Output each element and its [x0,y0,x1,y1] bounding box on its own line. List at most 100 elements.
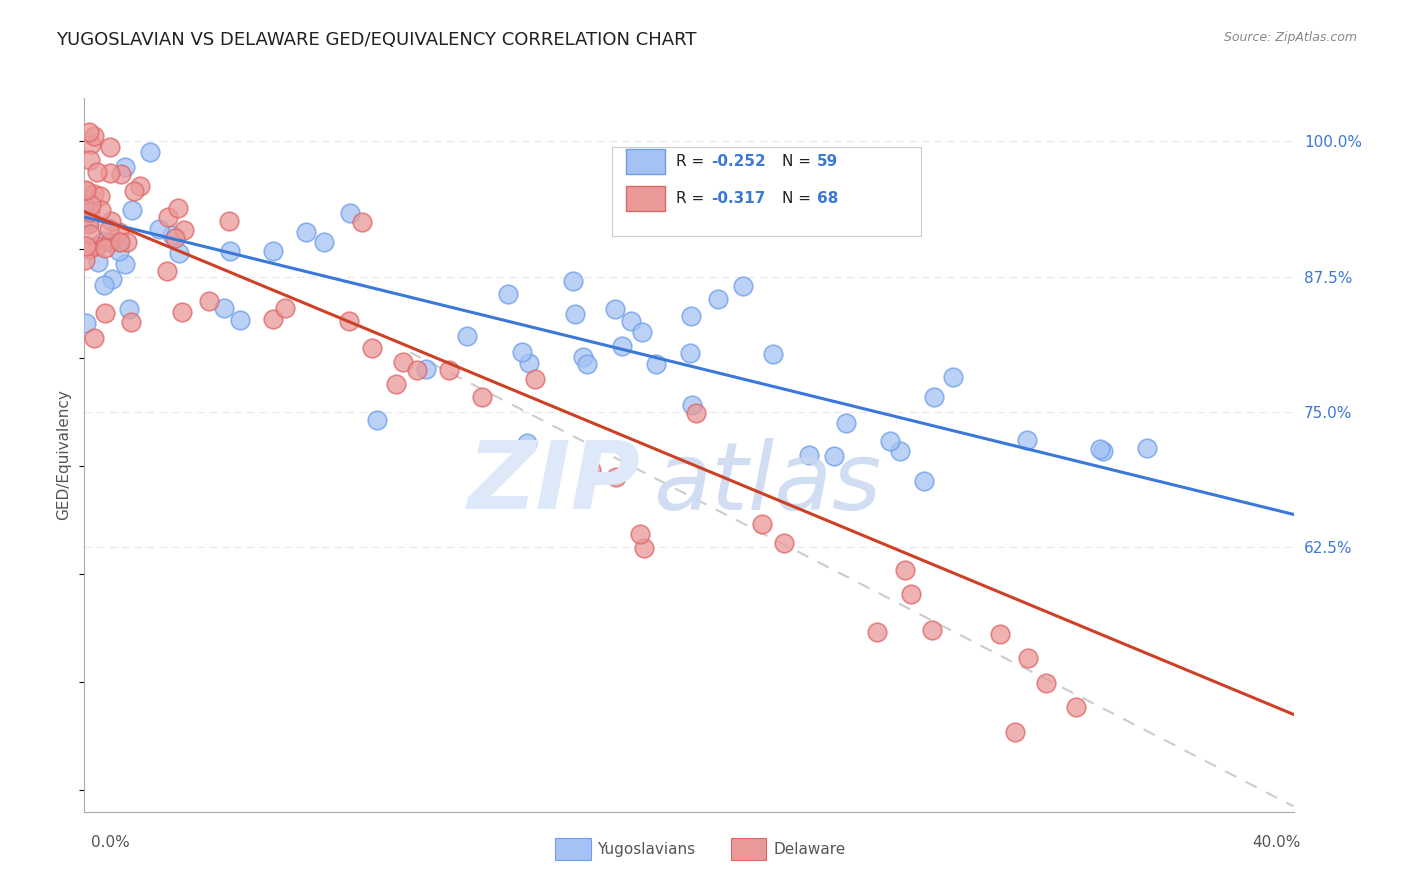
Point [198,294,221,309]
Point [385,377,408,392]
Text: Yugoslavians: Yugoslavians [598,842,696,856]
Point [1017,433,1039,447]
Point [79,153,101,168]
Point [212,301,235,315]
Point [630,325,652,339]
Point [162,228,184,243]
Text: Source: ZipAtlas.com: Source: ZipAtlas.com [1223,31,1357,45]
Point [73,253,96,268]
Text: ZIP: ZIP [468,437,641,530]
Point [274,301,297,315]
Point [679,346,702,360]
Point [86,238,108,252]
Point [79,198,101,212]
Point [576,357,599,371]
Point [921,623,943,637]
Point [644,357,666,371]
Text: atlas: atlas [652,438,882,529]
Point [456,329,478,343]
Point [90,203,112,218]
Point [114,257,136,271]
Point [93,306,115,320]
Point [605,302,627,317]
Point [350,215,373,229]
Point [86,165,108,179]
Point [889,443,911,458]
Point [439,363,461,377]
Point [900,587,922,601]
Point [218,214,240,228]
Point [101,272,124,286]
Point [117,235,139,249]
Text: 40.0%: 40.0% [1253,836,1301,850]
Point [118,302,141,317]
Text: -0.252: -0.252 [711,154,766,169]
Point [83,186,105,201]
Point [922,390,945,404]
Point [77,243,100,257]
Point [610,339,633,353]
Point [167,201,190,215]
Point [912,474,935,488]
Point [148,221,170,235]
Point [108,235,131,250]
Point [77,216,100,230]
Point [83,129,105,144]
Text: 59: 59 [817,154,838,169]
Point [751,517,773,532]
Point [579,462,602,476]
Point [523,372,546,386]
Text: Delaware: Delaware [773,842,845,856]
Point [89,189,111,203]
Point [263,312,285,326]
Point [1035,676,1057,690]
Point [218,244,240,258]
Point [894,563,917,577]
Point [1066,700,1088,714]
Text: -0.317: -0.317 [711,192,766,206]
Point [360,341,382,355]
Point [122,184,145,198]
Point [91,234,114,248]
Point [79,227,101,241]
Point [366,413,388,427]
Point [114,161,136,175]
Point [312,235,335,250]
Point [564,308,586,322]
Point [229,312,252,326]
Point [339,205,361,219]
Point [108,244,131,258]
Point [98,222,121,236]
Point [681,398,703,412]
Point [679,309,702,323]
Point [75,184,97,198]
Y-axis label: GED/Equivalency: GED/Equivalency [56,390,72,520]
Point [498,287,520,301]
Text: YUGOSLAVIAN VS DELAWARE GED/EQUIVALENCY CORRELATION CHART: YUGOSLAVIAN VS DELAWARE GED/EQUIVALENCY … [56,31,697,49]
Point [685,406,707,420]
Point [75,316,97,330]
Point [942,370,965,384]
Point [415,361,437,376]
Point [406,363,429,377]
Point [98,166,121,180]
Text: 0.0%: 0.0% [91,836,131,850]
Point [262,244,284,259]
Point [733,279,755,293]
Point [87,255,110,269]
Point [167,245,190,260]
Point [93,278,115,293]
Point [77,125,100,139]
Point [83,331,105,345]
Point [799,448,821,462]
Point [1136,442,1159,456]
Point [1090,442,1112,456]
Point [129,179,152,194]
Point [516,435,538,450]
Point [77,213,100,227]
Point [392,354,415,368]
Point [94,241,117,255]
Point [295,226,318,240]
Point [157,211,180,225]
Point [1004,724,1026,739]
